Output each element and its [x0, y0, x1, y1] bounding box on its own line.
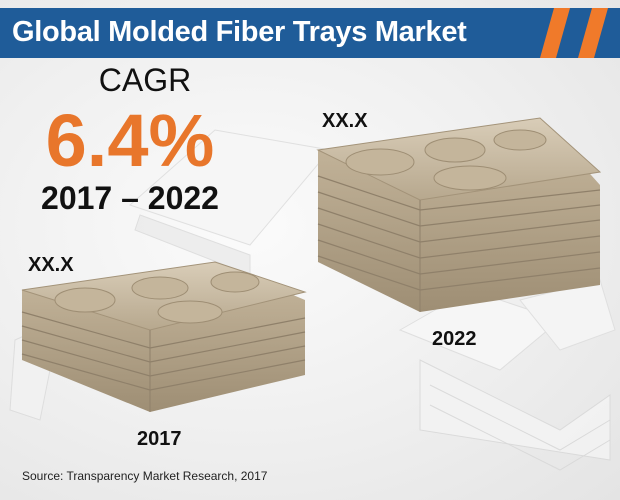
cagr-value: 6.4%	[45, 99, 215, 182]
value-2017: XX.X	[28, 254, 74, 276]
tray-stack-2017	[21, 261, 307, 412]
orange-stripes-icon	[540, 8, 608, 58]
tray-stack-2022	[316, 117, 602, 312]
value-2022: XX.X	[322, 110, 368, 132]
cagr-period: 2017 – 2022	[41, 180, 219, 216]
year-2022-label: 2022	[432, 328, 477, 350]
header-banner: Global Molded Fiber Trays Market	[0, 8, 620, 58]
cagr-label: CAGR	[98, 62, 192, 98]
source-note: Source: Transparency Market Research, 20…	[22, 469, 268, 483]
year-2017-label: 2017	[137, 428, 182, 450]
page-title: Global Molded Fiber Trays Market	[12, 16, 467, 48]
